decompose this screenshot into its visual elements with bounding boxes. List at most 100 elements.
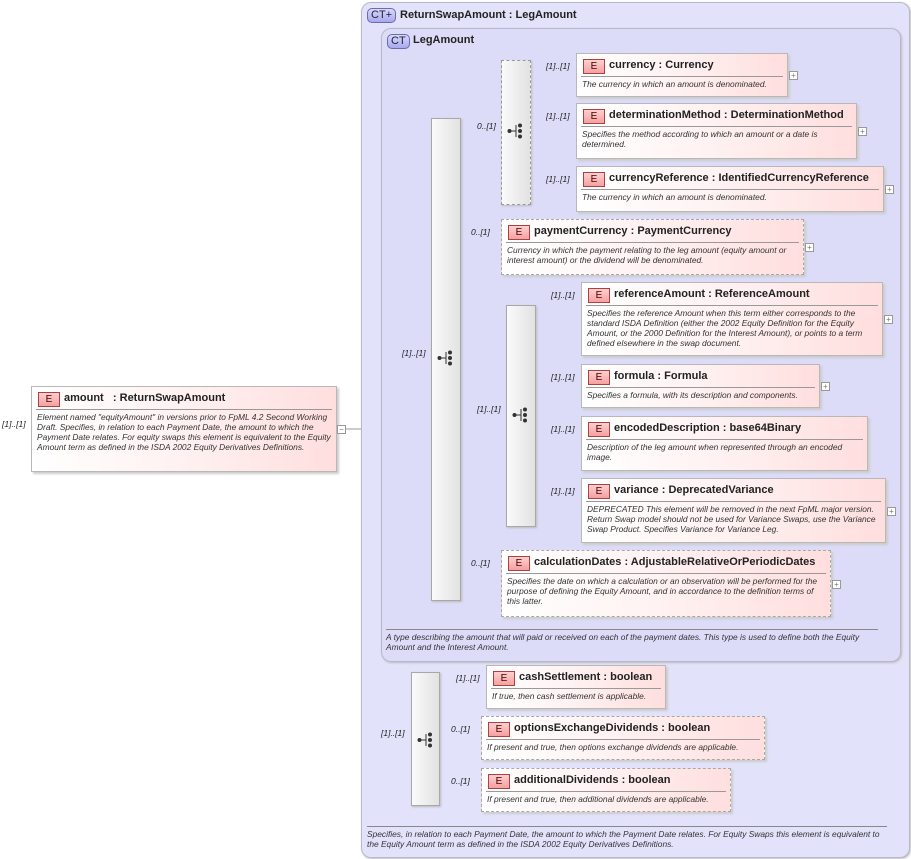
compositor-cardinality: 0..[1] — [477, 121, 496, 131]
element-description: Specifies the method according to which … — [582, 129, 818, 149]
element-name: currencyReference — [609, 172, 709, 184]
element-name: referenceAmount — [614, 288, 706, 300]
element-icon: E — [588, 484, 610, 499]
element-name: formula — [614, 370, 655, 382]
element-icon: E — [488, 722, 510, 737]
inner-type-title: LegAmount — [413, 34, 475, 46]
element-icon: E — [38, 392, 60, 407]
divider — [486, 739, 760, 740]
element-type: Formula — [664, 370, 708, 382]
element-name: currency — [609, 59, 656, 71]
element-cardinality: [1]..[1] — [546, 111, 570, 121]
element-description: Specifies the date on which a calculatio… — [507, 576, 818, 606]
outer-type-title: ReturnSwapAmount : LegAmount — [400, 9, 577, 21]
element-cardinality: 0..[1] — [451, 776, 470, 786]
element-cardinality: [1]..[1] — [551, 424, 575, 434]
element-description: The currency in which an amount is denom… — [582, 192, 767, 202]
element-icon: E — [588, 370, 610, 385]
compositor-icon — [437, 350, 452, 366]
element-description: Currency in which the payment relating t… — [507, 245, 787, 265]
expand-toggle[interactable]: + — [884, 315, 893, 324]
element-description: Specifies the reference Amount when this… — [587, 308, 863, 348]
element-title: determinationMethod : DeterminationMetho… — [609, 109, 844, 121]
expand-toggle[interactable]: + — [821, 382, 830, 391]
compositor-icon — [507, 123, 522, 139]
element-cardinality: [1]..[1] — [546, 174, 570, 184]
element-type: PaymentCurrency — [637, 225, 732, 237]
divider — [36, 409, 332, 410]
divider — [581, 126, 852, 127]
divider — [586, 501, 881, 502]
element-type: boolean — [668, 722, 711, 734]
element-name: calculationDates — [534, 556, 622, 568]
compositor-icon — [512, 407, 527, 423]
element-icon: E — [493, 671, 515, 686]
divider — [586, 439, 863, 440]
element-title: formula : Formula — [614, 370, 708, 382]
element-description: The currency in which an amount is denom… — [582, 79, 767, 89]
expand-toggle[interactable]: + — [832, 579, 841, 589]
complex-type-extension-icon: CT+ — [367, 8, 397, 23]
element-title: amount : ReturnSwapAmount — [64, 392, 226, 404]
element-title: calculationDates : AdjustableRelativeOrP… — [534, 556, 816, 568]
divider — [581, 189, 879, 190]
element-type: ReferenceAmount — [714, 288, 810, 300]
element-cardinality: [1]..[1] — [551, 372, 575, 382]
element-name: cashSettlement — [519, 671, 601, 683]
divider — [491, 688, 661, 689]
element-title: paymentCurrency : PaymentCurrency — [534, 225, 732, 237]
collapse-toggle[interactable]: − — [337, 425, 346, 434]
element-icon: E — [508, 556, 530, 571]
compositor-icon — [417, 732, 432, 748]
compositor-cardinality: [1]..[1] — [381, 728, 405, 738]
complex-type-icon: CT — [387, 34, 410, 49]
element-icon: E — [583, 109, 605, 124]
element-title: currency : Currency — [609, 59, 714, 71]
element-name: paymentCurrency — [534, 225, 628, 237]
element-description: DEPRECATED This element will be removed … — [587, 504, 876, 534]
expand-toggle[interactable]: + — [887, 506, 896, 516]
expand-toggle[interactable]: + — [885, 185, 894, 194]
element-description: If present and true, then additional div… — [487, 794, 709, 804]
element-cardinality: [1]..[1] — [546, 61, 570, 71]
element-cardinality: 0..[1] — [471, 558, 490, 568]
element-cardinality: 0..[1] — [471, 227, 490, 237]
element-type: boolean — [628, 774, 671, 786]
element-title: cashSettlement : boolean — [519, 671, 653, 683]
element-type: DeterminationMethod — [730, 109, 844, 121]
element-description: Description of the leg amount when repre… — [587, 442, 843, 462]
element-icon: E — [508, 225, 530, 240]
element-icon: E — [583, 59, 605, 74]
inner-type-description: A type describing the amount that will p… — [386, 629, 878, 652]
expand-toggle[interactable]: + — [858, 127, 867, 136]
element-type: base64Binary — [729, 422, 802, 434]
element-description: If present and true, then options exchan… — [487, 742, 739, 752]
element-name: determinationMethod — [609, 109, 721, 121]
element-title: currencyReference : IdentifiedCurrencyRe… — [609, 172, 869, 184]
compositor-cardinality: [1]..[1] — [477, 404, 501, 414]
expand-toggle[interactable]: + — [789, 71, 798, 80]
element-type: IdentifiedCurrencyReference — [718, 172, 869, 184]
element-type: Currency — [665, 59, 714, 71]
divider — [586, 387, 815, 388]
element-name: additionalDividends — [514, 774, 619, 786]
element-icon: E — [488, 774, 510, 789]
element-amount[interactable]: E amount : ReturnSwapAmount Element name… — [31, 386, 337, 472]
element-cardinality: 0..[1] — [451, 724, 470, 734]
element-title: encodedDescription : base64Binary — [614, 422, 802, 434]
expand-toggle[interactable]: + — [805, 243, 814, 252]
element-title: additionalDividends : boolean — [514, 774, 671, 786]
element-type: DeprecatedVariance — [668, 484, 774, 496]
